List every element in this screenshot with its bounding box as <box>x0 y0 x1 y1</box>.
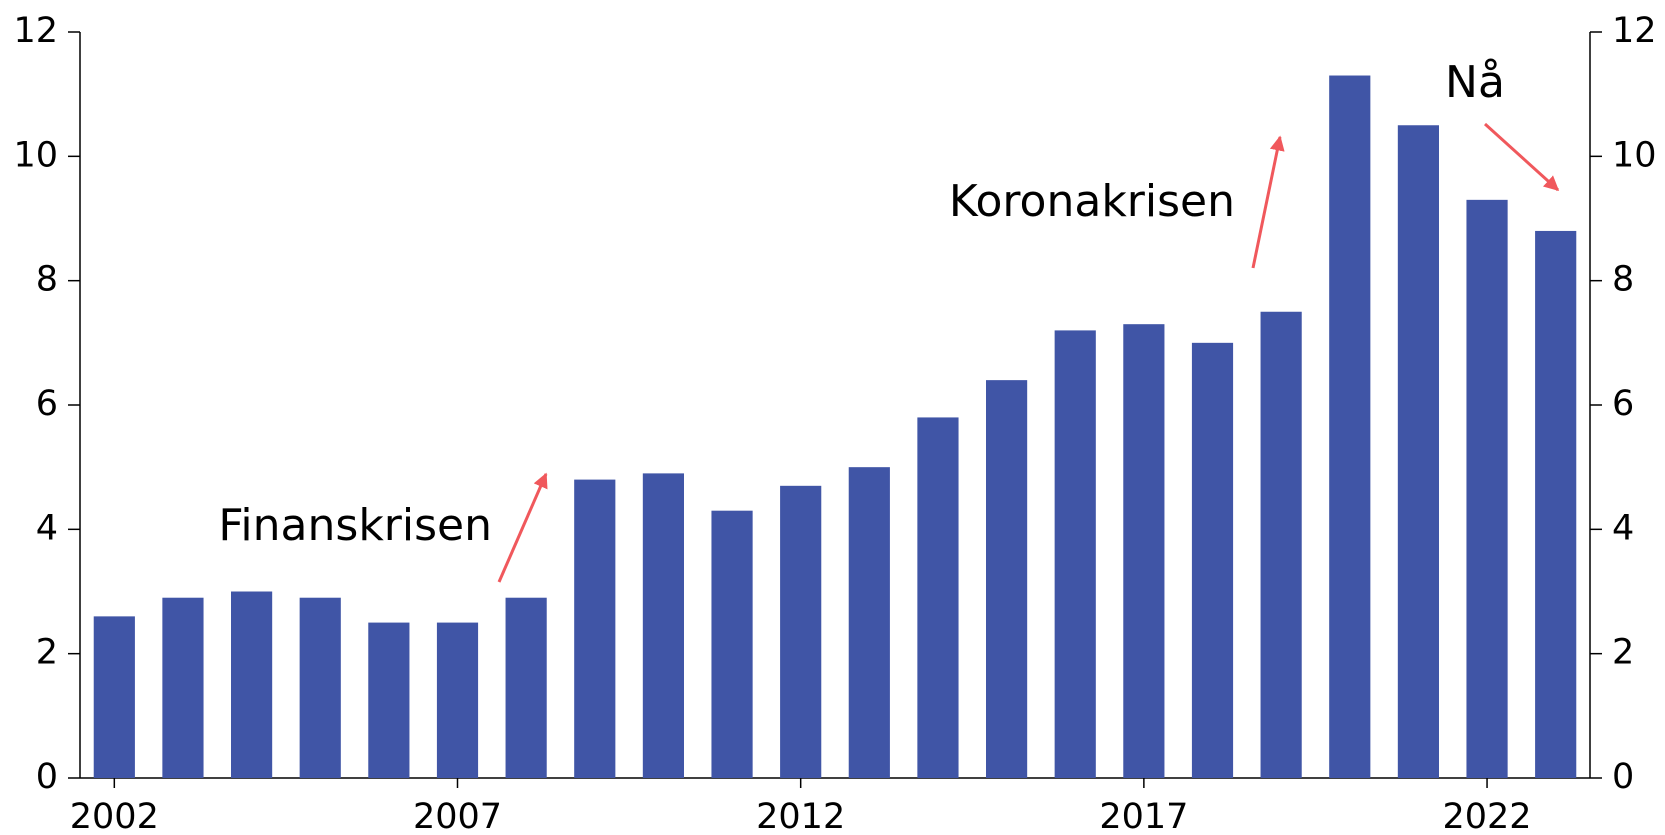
bar <box>231 591 273 778</box>
bar <box>574 479 616 778</box>
y-tick-label: 0 <box>36 757 58 797</box>
annotation: Koronakrisen <box>949 176 1235 227</box>
y2-tick-label: 0 <box>1612 757 1634 797</box>
annotation: Finanskrisen <box>218 500 492 551</box>
y2-tick-label: 8 <box>1612 260 1634 300</box>
bar <box>1191 342 1234 778</box>
x-tick-label: 2012 <box>756 797 845 835</box>
bar <box>1535 230 1577 778</box>
y2-tick-label: 6 <box>1612 384 1634 424</box>
bar <box>642 473 684 778</box>
y-tick-label: 6 <box>36 384 58 424</box>
bar <box>368 622 410 778</box>
y2-tick-label: 4 <box>1612 508 1634 548</box>
y2-tick-label: 2 <box>1612 633 1634 673</box>
y-tick-label: 12 <box>13 11 58 51</box>
bar <box>162 597 204 778</box>
bar <box>917 417 959 778</box>
x-tick-label: 2002 <box>70 797 159 835</box>
y-tick-label: 10 <box>13 135 58 175</box>
bar <box>93 616 135 778</box>
y-tick-label: 2 <box>36 633 58 673</box>
bar <box>1466 199 1508 779</box>
bar <box>711 510 753 778</box>
bar <box>848 467 890 778</box>
bar <box>780 485 822 778</box>
y-tick-label: 4 <box>36 508 58 548</box>
bar <box>299 597 341 778</box>
y-tick-label: 8 <box>36 260 58 300</box>
x-tick-label: 2022 <box>1443 797 1532 835</box>
arrow <box>1251 135 1285 269</box>
annotation: Nå <box>1445 57 1505 108</box>
bar <box>1329 75 1371 779</box>
arrow <box>1483 122 1560 192</box>
bar <box>1397 125 1439 778</box>
bar <box>986 380 1028 778</box>
y2-tick-label: 10 <box>1612 135 1657 175</box>
x-tick-label: 2007 <box>413 797 502 835</box>
bar <box>1260 311 1302 778</box>
bar <box>505 597 547 778</box>
x-tick-label: 2017 <box>1099 797 1188 835</box>
arrow <box>497 472 548 583</box>
bar <box>1123 324 1165 778</box>
bar <box>436 622 479 778</box>
bar <box>1054 330 1096 778</box>
y2-tick-label: 12 <box>1612 11 1657 51</box>
